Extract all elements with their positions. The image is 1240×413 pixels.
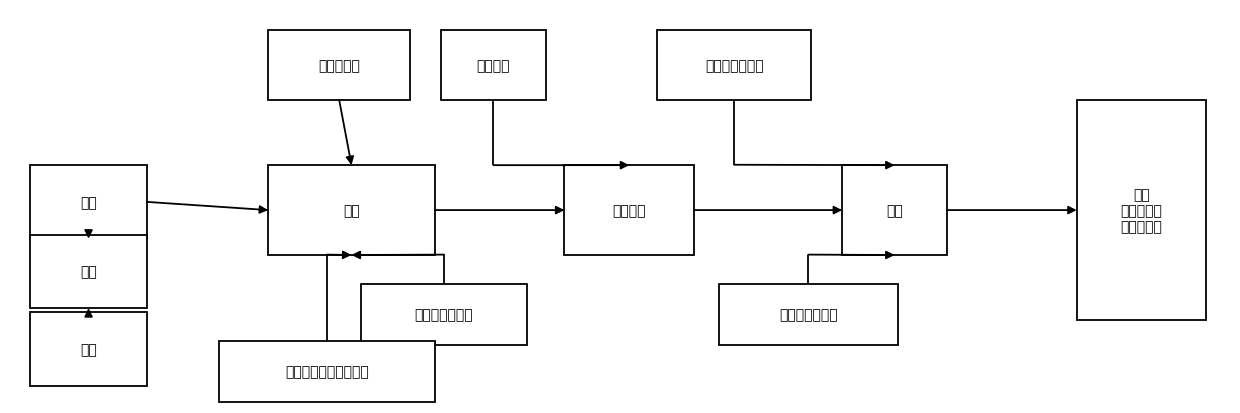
Text: 卷取压力传感器: 卷取压力传感器	[779, 308, 837, 321]
Text: 高精度控制微中浪轧制: 高精度控制微中浪轧制	[285, 365, 368, 378]
Text: 加热: 加热	[81, 265, 97, 279]
Text: 平直度仪: 平直度仪	[476, 59, 510, 73]
Bar	[1076, 100, 1207, 320]
Text: 成品
（全长板形
精度提高）: 成品 （全长板形 精度提高）	[1121, 188, 1162, 234]
Text: 卷取: 卷取	[887, 204, 903, 218]
Bar	[441, 31, 546, 100]
Text: 粗轧: 粗轧	[81, 195, 97, 209]
Bar	[30, 166, 148, 239]
Bar	[657, 31, 811, 100]
Bar	[842, 166, 947, 255]
Text: 卷取入口高温计: 卷取入口高温计	[704, 59, 764, 73]
Text: 精轧: 精轧	[343, 204, 360, 218]
Bar	[218, 341, 435, 402]
Bar	[361, 284, 527, 345]
Bar	[30, 313, 148, 386]
Bar	[719, 284, 898, 345]
Text: 层流冷却: 层流冷却	[613, 204, 646, 218]
Text: 板坯: 板坯	[81, 342, 97, 356]
Bar	[268, 31, 410, 100]
Bar	[30, 235, 148, 309]
Bar	[564, 166, 694, 255]
Text: 精轧出口高温计: 精轧出口高温计	[414, 308, 474, 321]
Text: 速度传感器: 速度传感器	[319, 59, 360, 73]
Bar	[268, 166, 435, 255]
